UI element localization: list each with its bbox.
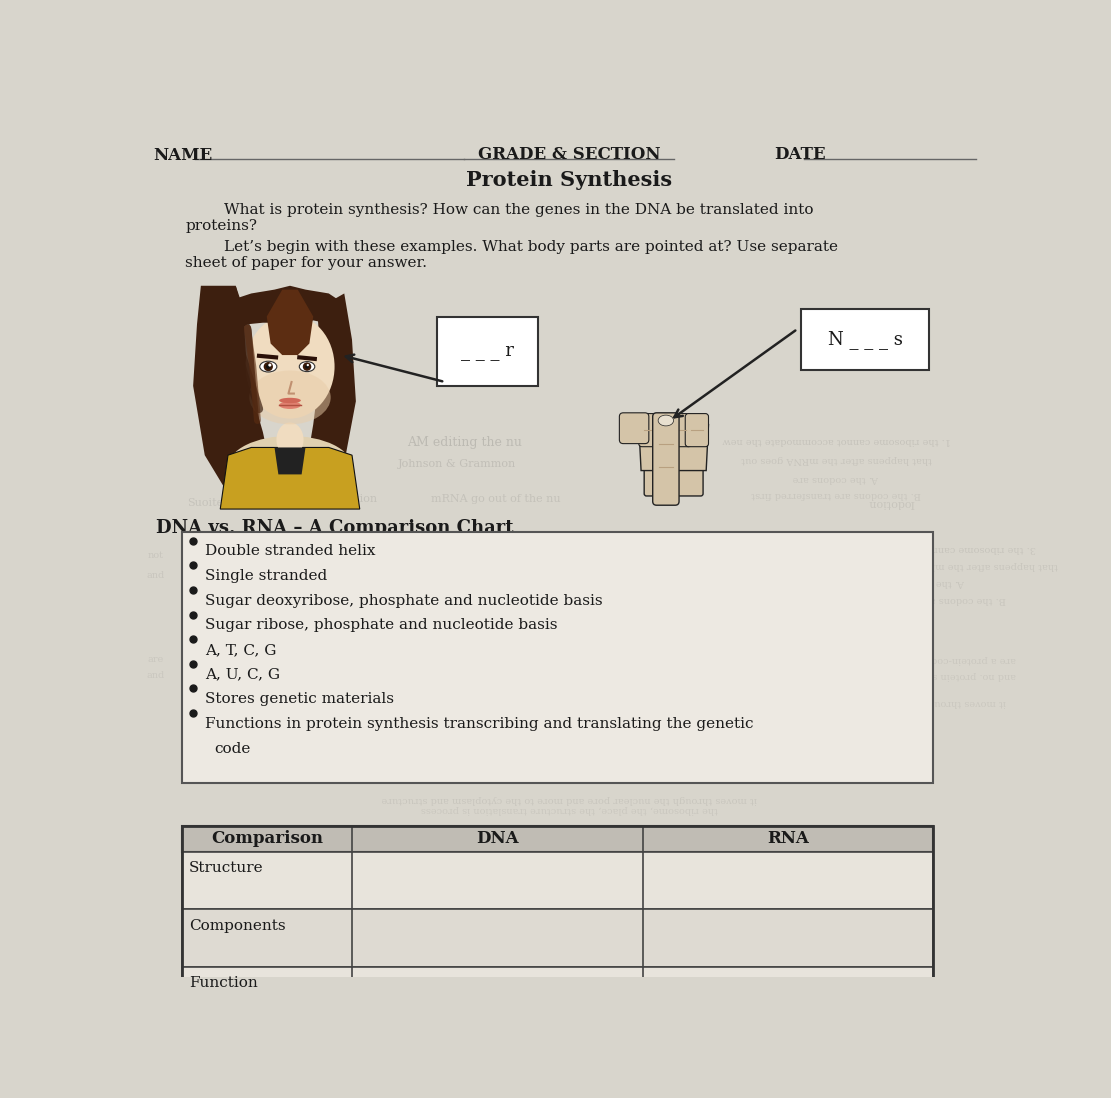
Text: Double stranded helix: Double stranded helix [204,545,376,559]
Polygon shape [220,448,360,509]
Ellipse shape [263,362,273,371]
Text: Stores genetic materials: Stores genetic materials [204,693,393,706]
Text: RNA: RNA [767,830,809,848]
Text: Sugar deoxyribose, phosphate and nucleotide basis: Sugar deoxyribose, phosphate and nucleot… [204,594,602,608]
FancyBboxPatch shape [644,445,703,496]
Text: it moves through the nuclear pore: it moves through the nuclear pore [837,697,1007,707]
FancyBboxPatch shape [181,533,933,783]
Text: N _ _ _ s: N _ _ _ s [828,330,903,349]
Text: 3. the ribosome cannot accommodate the new: 3. the ribosome cannot accommodate the n… [808,544,1035,552]
Polygon shape [193,285,274,509]
Text: A. the codons are: A. the codons are [879,579,964,587]
Ellipse shape [228,436,352,497]
Text: DNA: DNA [476,830,519,848]
Text: A, U, C, G: A, U, C, G [204,668,280,682]
Text: the ribosome, the place, the structure translation is process: the ribosome, the place, the structure t… [420,805,718,814]
Text: sheet of paper for your answer.: sheet of paper for your answer. [186,256,428,270]
FancyBboxPatch shape [619,413,649,444]
Text: that happens after the mRNA goes out of the nucleolus: that happens after the mRNA goes out of … [785,561,1058,571]
Text: A, T, C, G: A, T, C, G [204,643,277,657]
Text: Single stranded: Single stranded [204,569,327,583]
Text: double helix called translation: double helix called translation [422,867,572,876]
Text: _ _ _ r: _ _ _ r [461,343,514,360]
FancyBboxPatch shape [181,967,933,1037]
Text: DATE: DATE [774,146,825,163]
Text: 1. the ribosome cannot accommodate the new: 1. the ribosome cannot accommodate the n… [722,436,951,445]
Text: Iodotion: Iodotion [868,497,914,507]
Text: What is protein synthesis? How can the genes in the DNA be translated into: What is protein synthesis? How can the g… [186,203,814,216]
Text: NAME: NAME [153,147,212,165]
FancyBboxPatch shape [181,852,933,909]
Text: A. the codons are: A. the codons are [793,474,880,483]
Text: that happens after the mRNA goes out: that happens after the mRNA goes out [741,456,932,464]
Text: and: and [147,671,166,680]
FancyBboxPatch shape [652,413,679,505]
Circle shape [307,363,309,367]
Text: are a protein-coding gene, the answer: are a protein-coding gene, the answer [828,656,1017,664]
FancyBboxPatch shape [801,309,930,370]
Text: and no. protein synthesis transcribing: and no. protein synthesis transcribing [828,671,1015,680]
Text: Comparison: Comparison [211,830,323,848]
Text: GRADE & SECTION: GRADE & SECTION [478,146,660,163]
Ellipse shape [279,401,301,408]
Ellipse shape [260,361,277,372]
Text: mRNA go out of the nu: mRNA go out of the nu [431,494,560,504]
Ellipse shape [277,423,303,457]
Text: it moves through the nuclear pore and more to the cytoplasm and structure: it moves through the nuclear pore and mo… [381,795,757,804]
Text: B. the codons are transferred first: B. the codons are transferred first [837,595,1007,604]
Circle shape [268,363,271,367]
Text: Functions in protein synthesis transcribing and translating the genetic: Functions in protein synthesis transcrib… [204,717,753,731]
Text: DNA vs. RNA – A Comparison Chart: DNA vs. RNA – A Comparison Chart [156,519,513,537]
Text: code: code [214,741,250,755]
Ellipse shape [249,370,331,424]
Ellipse shape [299,361,314,371]
Text: proteins?: proteins? [186,219,258,233]
FancyBboxPatch shape [438,316,538,385]
Ellipse shape [658,415,673,426]
Text: Structure: Structure [189,861,264,875]
Text: they have the same steps: they have the same steps [434,878,559,887]
Text: B. the codons are transferred first: B. the codons are transferred first [751,490,921,498]
Polygon shape [267,290,313,355]
Ellipse shape [279,397,301,403]
Text: AM editing the nu: AM editing the nu [407,436,522,449]
Text: and: and [147,571,166,580]
FancyBboxPatch shape [668,414,691,447]
Text: Suoite: Suoite [187,497,223,507]
Text: Johnson & Grammon: Johnson & Grammon [398,459,516,469]
Ellipse shape [306,365,309,369]
Text: Components: Components [189,919,286,932]
FancyBboxPatch shape [181,909,933,967]
FancyBboxPatch shape [639,414,662,447]
Polygon shape [306,293,356,486]
Text: Sugar ribose, phosphate and nucleotide basis: Sugar ribose, phosphate and nucleotide b… [204,618,558,632]
Text: Suction: Suction [334,494,378,504]
Text: Function: Function [189,976,258,990]
Ellipse shape [303,362,311,371]
FancyBboxPatch shape [181,826,933,852]
Text: Protein Synthesis: Protein Synthesis [466,170,672,190]
Text: look at the next step which is: look at the next step which is [715,867,860,876]
Ellipse shape [246,315,334,418]
Text: not: not [148,551,164,560]
Polygon shape [639,416,709,471]
Polygon shape [274,448,306,474]
Text: are: are [148,656,164,664]
FancyBboxPatch shape [685,414,709,447]
Ellipse shape [266,365,271,369]
Text: Let’s begin with these examples. What body parts are pointed at? Use separate: Let’s begin with these examples. What bo… [186,239,839,254]
Polygon shape [232,285,344,332]
